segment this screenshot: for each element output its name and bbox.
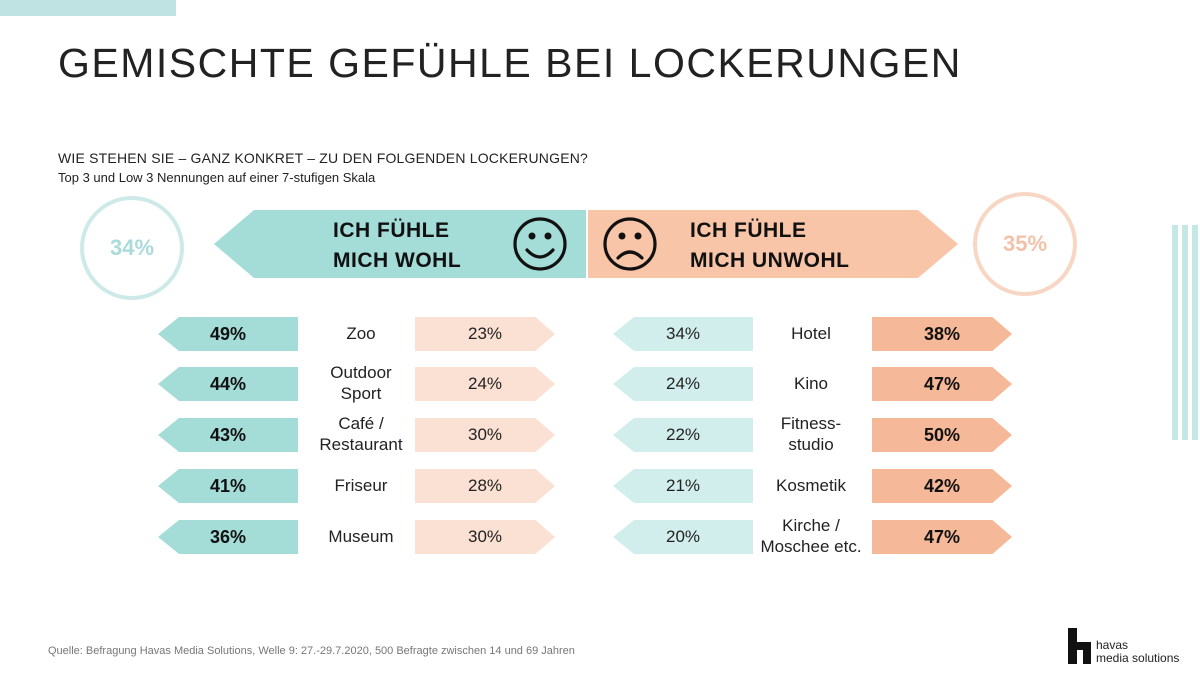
wohl-block-wohl-value: 36% (158, 520, 298, 554)
wohl-block-unwohl-value: 30% (415, 520, 555, 554)
havas-logo-line1: havas (1096, 638, 1129, 652)
wohl-block-wohl-value: 49% (158, 317, 298, 351)
wohl-block-category-label: Museum (300, 513, 422, 559)
right-accent-bars (1170, 225, 1200, 440)
wohl-block-category-label: Friseur (300, 462, 422, 508)
unwohl-banner-label: ICH FÜHLE MICH UNWOHL (690, 216, 849, 276)
wohl-block-category-label: Café / Restaurant (300, 411, 422, 457)
wohl-block-category-text: Museum (328, 526, 394, 546)
wohl-block-wohl-value: 43% (158, 418, 298, 452)
frowny-icon (603, 217, 657, 271)
wohl-total-value: 34% (109, 235, 155, 260)
unwohl-block-category-text: Hotel (791, 323, 831, 343)
wohl-banner-line1: ICH FÜHLE (333, 219, 450, 242)
havas-logo-line2: media solutions (1096, 651, 1180, 665)
wohl-block-wohl-value: 41% (158, 469, 298, 503)
wohl-block-category-text: Zoo (346, 323, 376, 343)
wohl-block-category-text: Friseur (334, 475, 388, 495)
unwohl-block-unwohl-value: 47% (872, 367, 1012, 401)
wohl-block-unwohl-value: 24% (415, 367, 555, 401)
wohl-block-category-label: Outdoor Sport (300, 360, 422, 406)
unwohl-block-unwohl-value: 47% (872, 520, 1012, 554)
unwohl-block-unwohl-value: 50% (872, 418, 1012, 452)
wohl-block-unwohl-value: 23% (415, 317, 555, 351)
havas-logo-text: havas media solutions (1096, 639, 1179, 665)
unwohl-banner (588, 210, 958, 278)
unwohl-block-category-text: Kirche / Moschee etc. (760, 516, 862, 556)
survey-question: WIE STEHEN SIE – GANZ KONKRET – ZU DEN F… (58, 150, 589, 166)
unwohl-block-category-text: Kino (793, 373, 829, 393)
source-note: Quelle: Befragung Havas Media Solutions,… (48, 645, 575, 657)
unwohl-block-wohl-value: 22% (613, 418, 753, 452)
wohl-block-unwohl-value: 30% (415, 418, 555, 452)
survey-subtitle: Top 3 und Low 3 Nennungen auf einer 7-st… (58, 170, 376, 185)
unwohl-block-category-label: Fitness- studio (750, 411, 872, 457)
unwohl-block-category-label: Kino (750, 360, 872, 406)
wohl-total-circle: 34% (80, 196, 184, 300)
smiley-icon (513, 217, 567, 271)
unwohl-block-category-label: Kirche / Moschee etc. (750, 513, 872, 559)
havas-logo-mark (1068, 628, 1091, 664)
wohl-block-category-label: Zoo (300, 310, 422, 356)
wohl-banner-arrow (214, 210, 586, 278)
wohl-banner-label: ICH FÜHLE MICH WOHL (333, 216, 461, 276)
unwohl-block-category-text: Fitness- studio (780, 414, 842, 454)
unwohl-total-value: 35% (1002, 231, 1048, 256)
unwohl-block-wohl-value: 21% (613, 469, 753, 503)
unwohl-total-circle: 35% (973, 192, 1077, 296)
top-accent-bar (0, 0, 176, 16)
unwohl-block-wohl-value: 24% (613, 367, 753, 401)
unwohl-block-category-label: Kosmetik (750, 462, 872, 508)
unwohl-block-wohl-value: 34% (613, 317, 753, 351)
unwohl-block-unwohl-value: 38% (872, 317, 1012, 351)
wohl-block-unwohl-value: 28% (415, 469, 555, 503)
unwohl-block-unwohl-value: 42% (872, 469, 1012, 503)
unwohl-block-category-label: Hotel (750, 310, 872, 356)
unwohl-block-wohl-value: 20% (613, 520, 753, 554)
wohl-block-category-text: Outdoor Sport (330, 363, 392, 403)
wohl-block-category-text: Café / Restaurant (319, 414, 403, 454)
wohl-banner-line2: MICH WOHL (333, 249, 462, 272)
wohl-banner (214, 210, 586, 278)
unwohl-block-category-text: Kosmetik (776, 475, 846, 495)
unwohl-banner-line1: ICH FÜHLE (690, 219, 807, 242)
wohl-block-wohl-value: 44% (158, 367, 298, 401)
unwohl-banner-line2: MICH UNWOHL (690, 249, 850, 272)
unwohl-banner-arrow (588, 210, 958, 278)
page-title: GEMISCHTE GEFÜHLE BEI LOCKERUNGEN (58, 40, 962, 86)
